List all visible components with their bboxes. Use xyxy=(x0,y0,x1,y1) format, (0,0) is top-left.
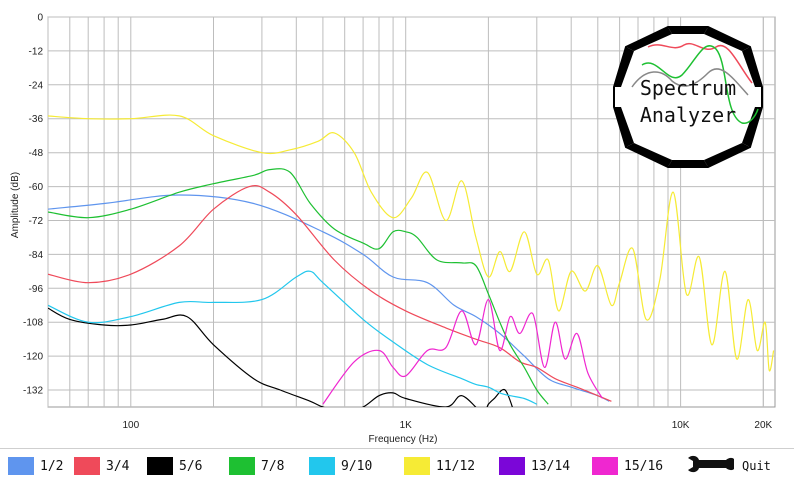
x-tick-label: 10K xyxy=(672,420,690,431)
logo-curve-gray xyxy=(631,68,749,96)
y-axis-label: Amplitude (dB) xyxy=(10,172,21,238)
series-line-7-8 xyxy=(48,168,549,405)
channel-legend: 1/2 3/4 5/6 7/8 9/10 11/12 13/14 15/16 Q… xyxy=(0,448,794,486)
y-tick-label: -12 xyxy=(29,46,44,57)
x-tick-label: 1K xyxy=(400,420,413,431)
legend-swatch xyxy=(229,457,255,475)
y-tick-label: -24 xyxy=(29,80,44,91)
y-tick-label: -60 xyxy=(29,182,44,193)
y-tick-label: -120 xyxy=(23,352,43,363)
y-tick-label: -108 xyxy=(23,318,43,329)
wrench-icon xyxy=(686,454,736,478)
y-tick-label: 0 xyxy=(37,13,43,24)
legend-swatch xyxy=(404,457,430,475)
legend-swatch xyxy=(592,457,618,475)
legend-label: 13/14 xyxy=(531,458,571,474)
legend-label: 11/12 xyxy=(436,458,476,474)
y-tick-label: -48 xyxy=(29,148,44,159)
y-tick-label: -96 xyxy=(29,284,44,295)
legend-label: 15/16 xyxy=(624,458,664,474)
series-line-3-4 xyxy=(48,184,612,402)
series-line-15-16 xyxy=(322,298,604,405)
logo-curve-red xyxy=(647,42,753,84)
logo-border-segments xyxy=(614,27,762,167)
quit-button[interactable]: Quit xyxy=(686,455,771,477)
legend-label: 9/10 xyxy=(341,458,373,474)
chart-ticks: 0 -12 -24 -36 -48 -60 -72 -84 -96 -108 -120 -132 100… xyxy=(23,13,773,432)
quit-label: Quit xyxy=(742,459,771,473)
legend-label: 3/4 xyxy=(106,458,130,474)
y-tick-label: -36 xyxy=(29,114,44,125)
legend-item-3-4[interactable]: 3/4 xyxy=(74,455,129,477)
x-tick-label: 100 xyxy=(122,420,139,431)
x-axis-label: Frequency (Hz) xyxy=(369,434,438,445)
legend-item-13-14[interactable]: 13/14 xyxy=(499,455,570,477)
chart-series xyxy=(48,114,775,407)
y-tick-label: -72 xyxy=(29,216,44,227)
series-line-5-6 xyxy=(48,307,513,407)
legend-item-15-16[interactable]: 15/16 xyxy=(592,455,663,477)
spectrum-analyzer-logo: Spectrum Analyzer xyxy=(612,25,764,169)
legend-swatch xyxy=(309,457,335,475)
legend-item-1-2[interactable]: 1/2 xyxy=(8,455,63,477)
legend-swatch xyxy=(147,457,173,475)
legend-item-7-8[interactable]: 7/8 xyxy=(229,455,284,477)
series-line-1-2 xyxy=(48,194,610,402)
logo-curve-green xyxy=(641,45,759,124)
legend-item-9-10[interactable]: 9/10 xyxy=(309,455,372,477)
logo-title-line2: Analyzer xyxy=(640,103,736,127)
legend-item-11-12[interactable]: 11/12 xyxy=(404,455,475,477)
legend-swatch xyxy=(74,457,100,475)
y-tick-label: -84 xyxy=(29,250,44,261)
legend-label: 1/2 xyxy=(40,458,64,474)
legend-label: 5/6 xyxy=(179,458,203,474)
series-line-9-10 xyxy=(48,270,538,405)
logo-title-line1: Spectrum xyxy=(640,76,736,100)
series-line-11-12 xyxy=(48,114,775,372)
legend-label: 7/8 xyxy=(261,458,285,474)
legend-item-5-6[interactable]: 5/6 xyxy=(147,455,202,477)
legend-swatch xyxy=(499,457,525,475)
x-tick-label: 20K xyxy=(754,420,772,431)
y-tick-label: -132 xyxy=(23,386,43,397)
legend-swatch xyxy=(8,457,34,475)
series-group xyxy=(48,114,775,407)
